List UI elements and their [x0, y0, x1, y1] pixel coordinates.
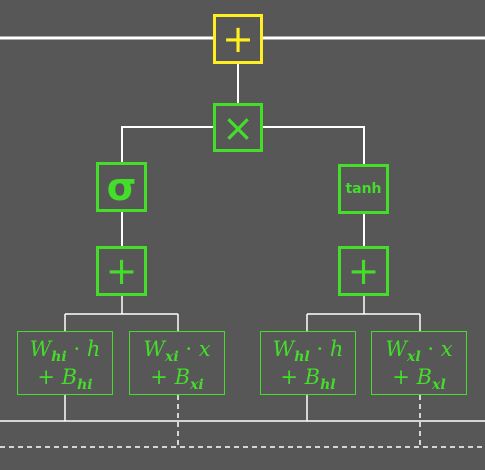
dot-operator: ·	[316, 337, 324, 361]
formula-weight-line: Wxl · x	[385, 335, 453, 365]
tanh-label: tanh	[345, 181, 382, 197]
plus-operator: +	[37, 365, 55, 389]
plus-icon: +	[105, 249, 138, 293]
input-variable: x	[440, 337, 453, 361]
bias-symbol: B	[61, 365, 78, 389]
wire-multiply-to-sigmoid	[121, 126, 214, 163]
formula-weight-line: Whi · h	[29, 335, 101, 365]
bias-subscript: xl	[432, 377, 446, 393]
plus-operator: +	[392, 365, 410, 389]
right-add-node: +	[338, 246, 389, 296]
weight-subscript: xl	[407, 349, 421, 365]
dot-operator: ·	[73, 337, 81, 361]
weight-symbol: W	[385, 337, 407, 361]
bias-subscript: hi	[77, 377, 93, 393]
bias-subscript: hl	[320, 377, 336, 393]
weight-subscript: hl	[294, 349, 310, 365]
weight-symbol: W	[143, 337, 165, 361]
formula-weight-line: Wxi · x	[143, 335, 211, 365]
formula-w-hl: Whl · h + Bhl	[260, 331, 356, 395]
bias-symbol: B	[304, 365, 321, 389]
input-variable: h	[86, 337, 101, 361]
weight-symbol: W	[29, 337, 52, 361]
sigma-icon: σ	[106, 165, 137, 209]
weight-subscript: xi	[165, 349, 179, 365]
input-variable: h	[329, 337, 344, 361]
formula-bias-line: + Bxi	[150, 363, 204, 393]
plus-icon: +	[347, 249, 380, 293]
formula-weight-line: Whl · h	[272, 335, 344, 365]
formula-bias-line: + Bxl	[392, 363, 446, 393]
wire-multiply-to-tanh	[262, 126, 365, 165]
weight-symbol: W	[272, 337, 295, 361]
bias-symbol: B	[416, 365, 433, 389]
input-variable: x	[198, 337, 211, 361]
plus-operator: +	[150, 365, 168, 389]
left-add-node: +	[96, 246, 147, 296]
sigmoid-node: σ	[96, 162, 147, 212]
multiply-node: ×	[213, 103, 263, 152]
formula-w-xl: Wxl · x + Bxl	[371, 331, 467, 395]
weight-subscript: hi	[51, 349, 67, 365]
dot-operator: ·	[185, 337, 193, 361]
plus-operator: +	[280, 365, 298, 389]
formula-w-xi: Wxi · x + Bxi	[129, 331, 225, 395]
formula-bias-line: + Bhl	[280, 363, 336, 393]
dot-operator: ·	[427, 337, 435, 361]
cell-add-node: +	[213, 14, 263, 64]
bias-subscript: xi	[190, 377, 204, 393]
plus-icon: +	[222, 17, 254, 61]
times-icon: ×	[222, 105, 254, 150]
formula-w-hi: Whi · h + Bhi	[17, 331, 113, 395]
formula-bias-line: + Bhi	[37, 363, 93, 393]
bias-symbol: B	[174, 365, 191, 389]
tanh-node: tanh	[338, 164, 389, 214]
